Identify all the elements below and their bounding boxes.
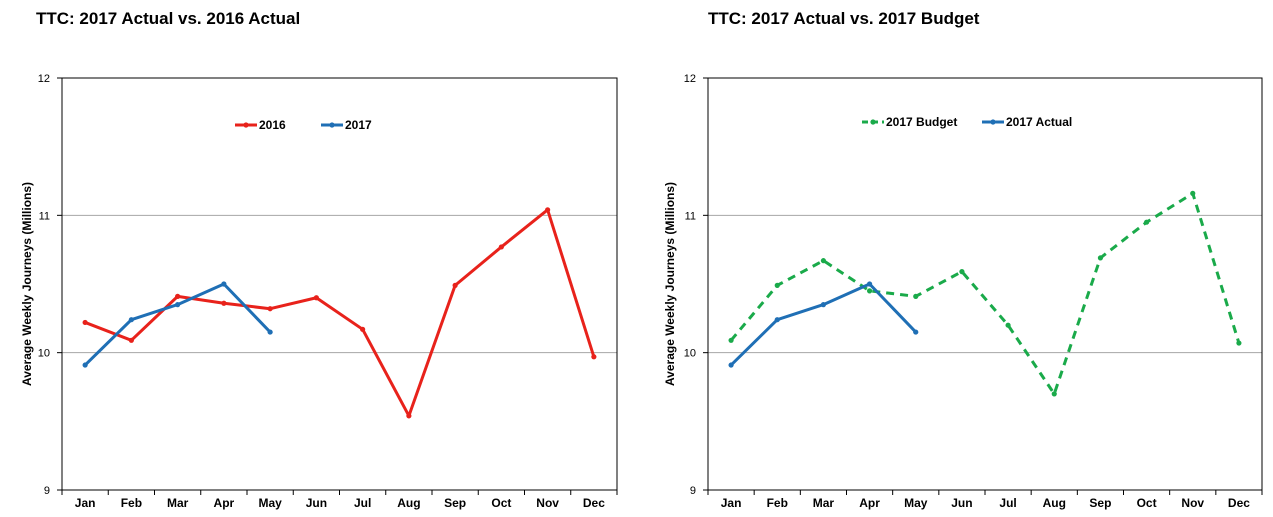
legend: 2017 Budget 2017 Actual (862, 115, 1072, 129)
legend-label: 2017 (345, 118, 372, 132)
x-tick-label-jun: Jun (951, 496, 972, 510)
data-point-nov (1190, 190, 1196, 196)
data-point-jan (82, 319, 88, 326)
plot-area-border (61, 77, 618, 491)
data-point-nov (545, 207, 551, 213)
data-point-sep (452, 282, 458, 288)
data-point-may (913, 329, 919, 335)
legend-item-2017-actual: 2017 Actual (982, 115, 1072, 129)
chart-title-actual-vs-budget: TTC: 2017 Actual vs. 2017 Budget (708, 9, 980, 28)
y-tick-label: 10 (684, 348, 696, 360)
data-point-dec (1236, 340, 1242, 346)
data-point-apr (221, 281, 227, 287)
y-tick-label: 12 (38, 73, 50, 85)
data-point-mar (820, 258, 827, 264)
chart-1: 9 10 11 12 Jan Feb Mar Apr May Jun Jul Aug Sep Oct Nov… (20, 73, 618, 510)
y-axis-label: Average Weekly Journeys (Millions) (20, 182, 34, 386)
chart-2: 9 10 11 12 Jan Feb Mar Apr May Jun Jul Aug Sep Oct Nov… (663, 73, 1263, 510)
x-tick-label-oct: Oct (1137, 496, 1157, 510)
x-tick-label-jan: Jan (75, 496, 96, 510)
data-point-jan (728, 337, 734, 343)
y-tick-label: 10 (38, 348, 50, 360)
data-point-apr (866, 281, 873, 287)
x-tick-label-may: May (904, 496, 928, 510)
x-tick-label-jun: Jun (306, 496, 327, 510)
series-2017-actual (728, 281, 919, 368)
x-tick-label-feb: Feb (121, 496, 142, 510)
data-point-oct (498, 244, 504, 250)
series-line (84, 208, 596, 418)
data-point-jun (313, 295, 319, 301)
data-point-jan (82, 362, 88, 368)
series-2017-budget (728, 190, 1242, 397)
y-axis-label: Average Weekly Journeys (Millions) (663, 182, 677, 386)
x-tick-label-dec: Dec (583, 496, 605, 510)
y-tick-label: 9 (44, 485, 50, 497)
y-tick-label: 9 (690, 485, 696, 497)
data-point-may (267, 306, 273, 312)
legend-label: 2016 (259, 118, 286, 132)
data-point-aug (406, 413, 412, 419)
x-tick-label-apr: Apr (859, 496, 880, 510)
legend-item-2016: 2016 (235, 118, 286, 132)
x-tick-label-aug: Aug (1043, 496, 1066, 510)
data-point-feb (128, 337, 134, 343)
x-tick-label-oct: Oct (491, 496, 511, 510)
data-point-apr (866, 288, 873, 294)
data-point-mar (175, 293, 181, 299)
plot-area-border (707, 77, 1263, 491)
x-tick-label-nov: Nov (536, 496, 559, 510)
data-point-jun (959, 269, 965, 275)
legend-swatch-marker (990, 119, 996, 125)
series-2016 (82, 207, 597, 419)
x-tick-label-feb: Feb (767, 496, 788, 510)
legend: 2016 2017 (235, 118, 372, 132)
x-tick-label-jul: Jul (354, 496, 371, 510)
x-tick-label-nov: Nov (1181, 496, 1204, 510)
legend-swatch-marker (243, 122, 249, 128)
data-point-jul (360, 326, 366, 332)
y-tick-label: 11 (685, 210, 696, 222)
data-point-apr (221, 300, 227, 306)
data-point-oct (1143, 219, 1150, 225)
x-tick-label-sep: Sep (1089, 496, 1111, 510)
data-point-feb (774, 282, 780, 288)
chart-title-actual-vs-2016: TTC: 2017 Actual vs. 2016 Actual (36, 9, 301, 28)
data-point-feb (128, 317, 134, 323)
data-point-jan (728, 362, 734, 368)
data-point-jul (1005, 322, 1011, 328)
legend-label: 2017 Actual (1006, 115, 1072, 129)
legend-item-2017-budget: 2017 Budget (862, 115, 957, 129)
data-point-mar (820, 302, 827, 308)
legend-item-2017: 2017 (321, 118, 372, 132)
x-tick-label-sep: Sep (444, 496, 466, 510)
x-tick-label-jan: Jan (721, 496, 742, 510)
data-point-aug (1051, 391, 1057, 397)
x-tick-label-apr: Apr (214, 496, 235, 510)
legend-swatch-marker (870, 119, 876, 125)
x-tick-label-dec: Dec (1228, 496, 1250, 510)
legend-label: 2017 Budget (886, 115, 957, 129)
x-tick-label-aug: Aug (397, 496, 420, 510)
series-2017 (82, 281, 273, 368)
data-point-feb (774, 317, 780, 323)
y-tick-label: 12 (684, 73, 696, 85)
series-line (729, 191, 1241, 396)
x-tick-label-jul: Jul (999, 496, 1016, 510)
data-point-may (267, 329, 273, 335)
x-tick-label-mar: Mar (813, 496, 835, 510)
data-point-sep (1097, 255, 1104, 261)
y-tick-label: 11 (39, 210, 50, 222)
x-tick-label-may: May (258, 496, 282, 510)
legend-swatch-marker (329, 122, 335, 128)
data-point-may (913, 293, 919, 299)
data-point-dec (591, 354, 597, 360)
data-point-mar (175, 302, 181, 308)
x-tick-label-mar: Mar (167, 496, 189, 510)
